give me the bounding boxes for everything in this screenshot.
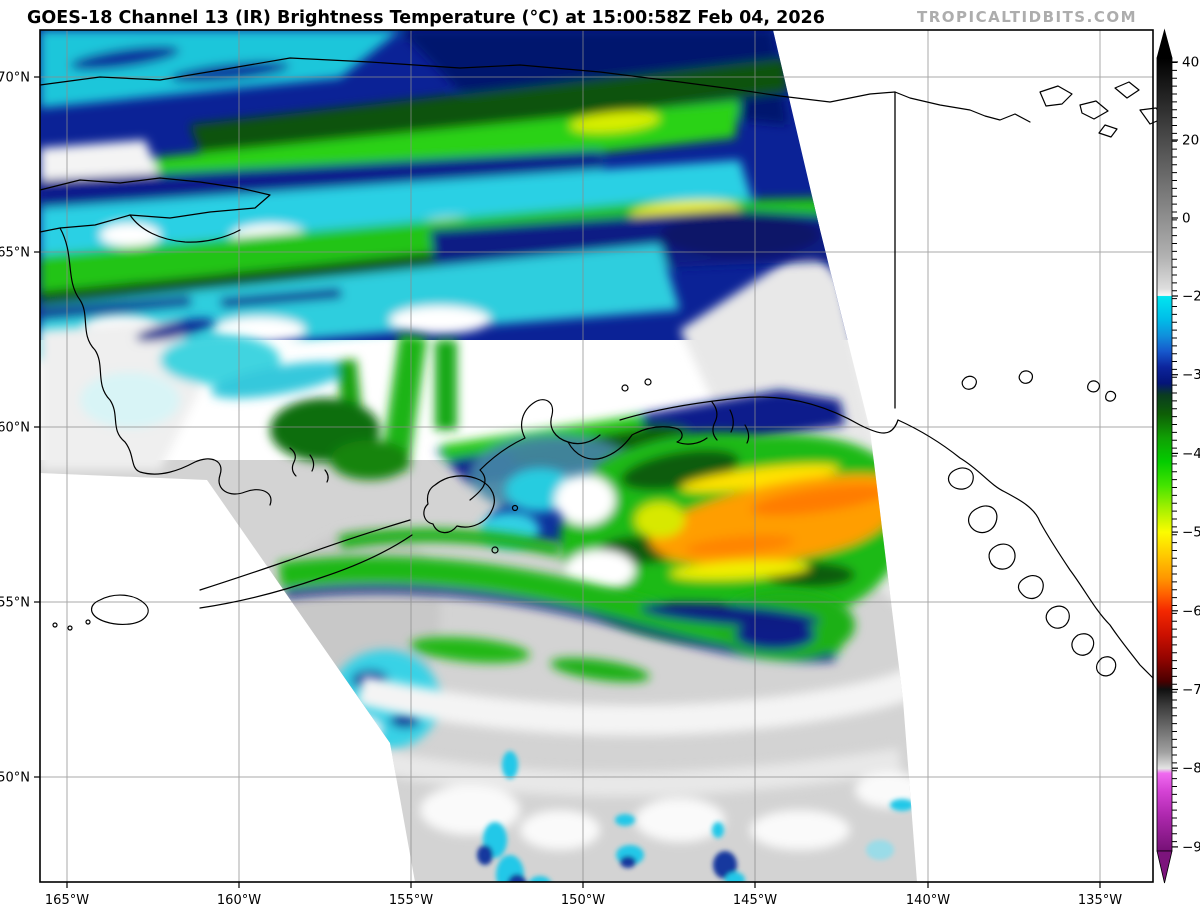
x-tick-label: 155°W: [389, 893, 433, 906]
colorbar-over-arrow: [1156, 28, 1173, 59]
x-tick-label: 145°W: [733, 893, 777, 906]
colorbar-labels: 40 20 0 −20 −30 −40 −50 −60 −70 −80 −90: [1182, 55, 1200, 856]
ir-imagery-swath: [40, 30, 917, 882]
colorbar-tick-label: 20: [1182, 133, 1199, 149]
plot-frame: [39, 29, 1154, 883]
x-tick-label: 165°W: [45, 893, 89, 906]
x-tick-label: 140°W: [906, 893, 950, 906]
page-title: GOES-18 Channel 13 (IR) Brightness Tempe…: [27, 8, 825, 28]
graticule-grid: [40, 30, 1153, 882]
y-axis-labels: 70°N 65°N 60°N 55°N 50°N: [0, 71, 30, 786]
colorbar-tick-label: −70: [1182, 682, 1200, 698]
colorbar-tick-label: −20: [1182, 289, 1200, 305]
coastlines: [39, 57, 1165, 679]
ir-cold-specks: [477, 751, 914, 882]
axis-ticks: [34, 76, 1101, 888]
y-tick-label: 65°N: [0, 246, 30, 261]
colorbar-tick-label: −30: [1182, 367, 1200, 383]
colorbar-major-ticks: [1172, 61, 1178, 848]
x-tick-label: 160°W: [217, 893, 261, 906]
x-axis-labels: 165°W 160°W 155°W 150°W 145°W 140°W 135°…: [45, 893, 1122, 906]
y-tick-label: 70°N: [0, 71, 30, 86]
watermark: TROPICALTIDBITS.COM: [917, 8, 1137, 26]
colorbar-tick-label: 40: [1182, 55, 1199, 71]
y-tick-label: 60°N: [0, 421, 30, 436]
ir-warm-sector: [356, 667, 917, 882]
colorbar-tick-label: −60: [1182, 603, 1200, 619]
colorbar-under-arrow: [1156, 850, 1173, 884]
map-plot: 165°W 160°W 155°W 150°W 145°W 140°W 135°…: [0, 29, 1165, 906]
ir-storm-core: [480, 432, 906, 642]
colorbar-tick-label: 0: [1182, 211, 1191, 227]
colorbar-tick-label: −50: [1182, 525, 1200, 541]
colorbar-gradient: [1156, 57, 1173, 852]
temperature-colorbar: 40 20 0 −20 −30 −40 −50 −60 −70 −80 −90: [1156, 28, 1200, 884]
ir-spiral-arms: [278, 528, 855, 750]
colorbar-tick-label: −80: [1182, 761, 1200, 777]
x-tick-label: 135°W: [1078, 893, 1122, 906]
x-tick-label: 150°W: [561, 893, 605, 906]
y-tick-label: 55°N: [0, 596, 30, 611]
y-tick-label: 50°N: [0, 771, 30, 786]
colorbar-tick-label: −40: [1182, 446, 1200, 462]
colorbar-tick-label: −90: [1182, 839, 1200, 855]
